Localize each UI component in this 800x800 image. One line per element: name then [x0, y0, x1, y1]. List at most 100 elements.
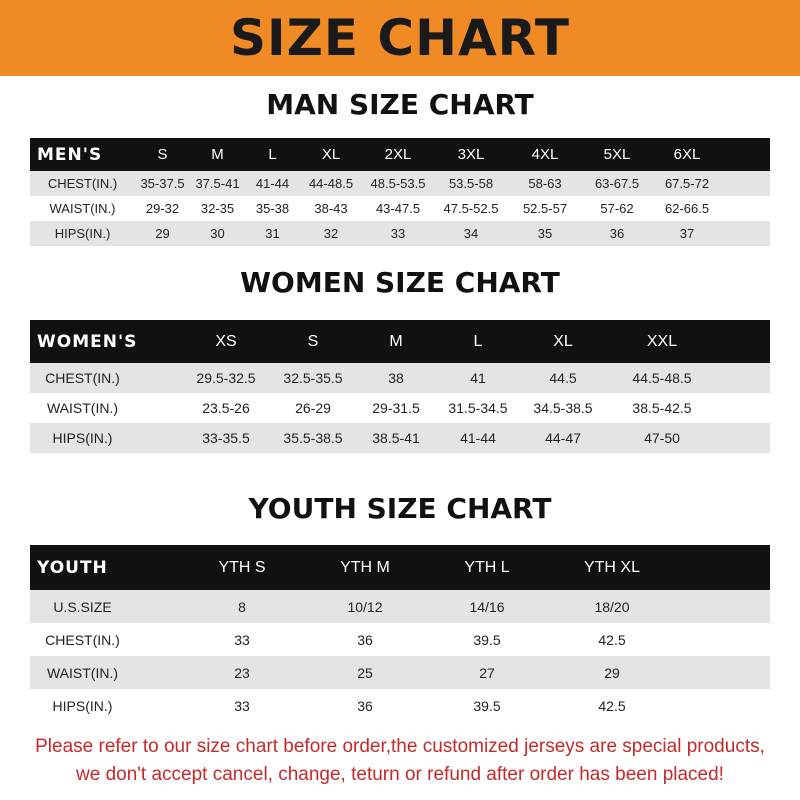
row-label: CHEST(IN.) — [47, 176, 118, 191]
table-header-row: MEN'S S M L XL 2XL 3XL 4XL 5XL 6XL — [30, 138, 770, 171]
size-header: XS — [215, 332, 237, 350]
table-cell: 53.5-58 — [448, 176, 494, 191]
size-header: 4XL — [531, 146, 559, 163]
table-cell: 44.5-48.5 — [632, 370, 692, 386]
row-label: WAIST(IN.) — [49, 201, 116, 216]
table-cell: 25 — [357, 664, 373, 681]
table-cell: 35-37.5 — [140, 176, 185, 191]
table-cell: 29 — [604, 664, 620, 681]
size-header: YTH XL — [583, 558, 640, 576]
table-cell: 34.5-38.5 — [533, 400, 593, 416]
page-title: SIZE CHART — [229, 9, 571, 67]
table-row: U.S.SIZE 8 10/12 14/16 18/20 — [30, 590, 770, 623]
table-heading: YOUTH — [37, 557, 108, 578]
table-cell: 14/16 — [469, 598, 505, 615]
table-cell: 32 — [323, 226, 339, 241]
table-cell: 38-43 — [314, 201, 348, 216]
row-label: WAIST(IN.) — [46, 664, 119, 681]
size-header: YTH L — [464, 558, 510, 576]
size-header: YTH S — [218, 558, 266, 576]
table-cell: 48.5-53.5 — [370, 176, 426, 191]
youth-size-table: YOUTH YTH S YTH M YTH L YTH XL U.S.SIZE 8 10/12… — [30, 545, 770, 722]
table-cell: 44-48.5 — [308, 176, 354, 191]
table-cell: 27 — [479, 664, 495, 681]
title-banner: SIZE CHART — [0, 0, 800, 76]
table-cell: 62-66.5 — [664, 201, 710, 216]
table-cell: 41-44 — [255, 176, 290, 191]
row-label: HIPS(IN.) — [52, 697, 113, 714]
table-cell: 32.5-35.5 — [283, 370, 343, 386]
table-cell: 38.5-41 — [372, 430, 420, 446]
women-size-table: WOMEN'S XS S M L XL XXL CHEST(IN.) 29.5-32.5 32.5… — [30, 320, 770, 453]
table-cell: 38 — [388, 370, 404, 386]
size-header: 2XL — [384, 146, 412, 163]
size-header: XXL — [646, 332, 678, 350]
table-cell: 31.5-34.5 — [448, 400, 508, 416]
table-heading: MEN'S — [37, 144, 103, 165]
table-cell: 35.5-38.5 — [283, 430, 343, 446]
table-cell: 41-44 — [460, 430, 496, 446]
table-heading: WOMEN'S — [37, 331, 138, 352]
size-header: 6XL — [673, 146, 701, 163]
table-cell: 41 — [470, 370, 486, 386]
table-cell: 10/12 — [347, 598, 383, 615]
men-size-table: MEN'S S M L XL 2XL 3XL 4XL 5XL 6XL CHEST(IN.) 35-37… — [30, 138, 770, 246]
table-row: CHEST(IN.) 35-37.5 37.5-41 41-44 44-48.5 48.5… — [30, 171, 770, 196]
table-row: WAIST(IN.) 23 25 27 29 — [30, 656, 770, 689]
table-cell: 35 — [537, 226, 553, 241]
table-cell: 52.5-57 — [522, 201, 568, 216]
table-cell: 35-38 — [255, 201, 290, 216]
table-cell: 42.5 — [598, 697, 626, 714]
size-header: M — [211, 146, 224, 163]
size-header: L — [473, 332, 483, 350]
table-cell: 29.5-32.5 — [196, 370, 256, 386]
table-cell: 47-50 — [644, 430, 680, 446]
table-row: WAIST(IN.) 23.5-26 26-29 29-31.5 31.5-34.5 34… — [30, 393, 770, 423]
table-row: HIPS(IN.) 29 30 31 32 33 34 35 36 37 — [30, 221, 770, 246]
table-cell: 18/20 — [594, 598, 630, 615]
size-header: XL — [321, 146, 341, 163]
notice-line-2: we don't accept cancel, change, teturn o… — [76, 764, 724, 785]
table-cell: 23 — [234, 664, 250, 681]
table-cell: 33-35.5 — [202, 430, 250, 446]
size-header: S — [157, 146, 168, 163]
size-header: 3XL — [457, 146, 485, 163]
size-header: M — [389, 332, 403, 350]
size-header: 5XL — [603, 146, 631, 163]
notice-line-1: Please refer to our size chart before or… — [35, 736, 765, 757]
table-cell: 30 — [210, 226, 225, 241]
table-cell: 44-47 — [545, 430, 581, 446]
table-row: WAIST(IN.) 29-32 32-35 35-38 38-43 43-47.5 47.… — [30, 196, 770, 221]
table-cell: 37 — [679, 226, 695, 241]
table-header-row: YOUTH YTH S YTH M YTH L YTH XL — [30, 545, 770, 590]
row-label: WAIST(IN.) — [46, 400, 119, 416]
table-cell: 29-31.5 — [372, 400, 420, 416]
size-header: S — [307, 332, 319, 350]
table-cell: 39.5 — [473, 631, 501, 648]
table-cell: 29 — [155, 226, 170, 241]
table-cell: 36 — [357, 631, 373, 648]
table-cell: 33 — [390, 226, 406, 241]
table-cell: 8 — [238, 598, 246, 615]
size-header: L — [268, 146, 277, 163]
table-cell: 33 — [234, 631, 250, 648]
table-row: HIPS(IN.) 33-35.5 35.5-38.5 38.5-41 41-44 44-… — [30, 423, 770, 453]
table-cell: 43-47.5 — [375, 201, 421, 216]
table-cell: 47.5-52.5 — [443, 201, 499, 216]
youth-section-title: YOUTH SIZE CHART — [248, 492, 552, 525]
size-header: XL — [553, 332, 573, 350]
table-cell: 23.5-26 — [202, 400, 250, 416]
men-section-title: MAN SIZE CHART — [266, 88, 534, 121]
table-cell: 38.5-42.5 — [632, 400, 692, 416]
table-cell: 39.5 — [473, 697, 501, 714]
table-header-row: WOMEN'S XS S M L XL XXL — [30, 320, 770, 363]
table-cell: 63-67.5 — [594, 176, 640, 191]
table-cell: 36 — [357, 697, 373, 714]
women-section-title: WOMEN SIZE CHART — [240, 266, 560, 299]
table-cell: 31 — [265, 226, 280, 241]
order-notice: Please refer to our size chart before or… — [0, 733, 800, 789]
table-row: HIPS(IN.) 33 36 39.5 42.5 — [30, 689, 770, 722]
table-cell: 58-63 — [528, 176, 562, 191]
table-cell: 29-32 — [145, 201, 180, 216]
row-label: HIPS(IN.) — [52, 430, 113, 446]
